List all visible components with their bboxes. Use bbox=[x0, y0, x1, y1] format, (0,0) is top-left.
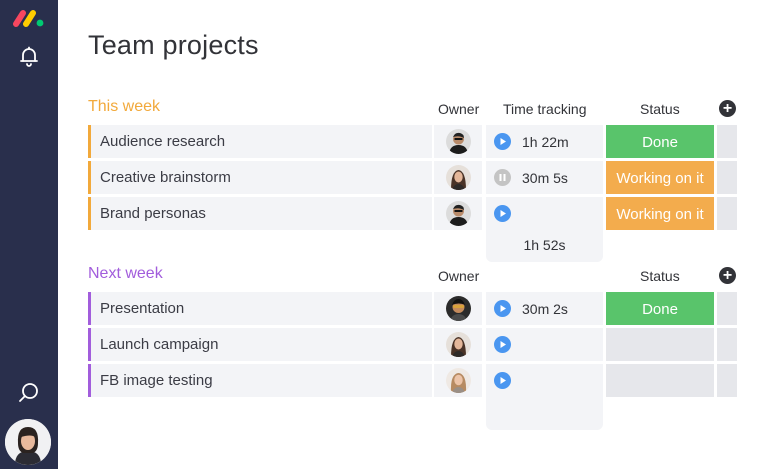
time-tracking-cell[interactable] bbox=[486, 197, 603, 230]
extra-cell[interactable] bbox=[717, 125, 737, 158]
add-column-button[interactable]: + bbox=[719, 100, 736, 117]
status-cell[interactable]: Working on it bbox=[606, 161, 714, 194]
time-tracking-cell[interactable]: 30m 5s bbox=[486, 161, 603, 194]
item-name[interactable]: Brand personas bbox=[88, 197, 432, 230]
owner-cell[interactable] bbox=[434, 328, 482, 361]
status-cell[interactable] bbox=[606, 328, 714, 361]
user-avatar[interactable] bbox=[5, 419, 51, 465]
time-tracking-summary bbox=[486, 397, 603, 430]
column-header-status[interactable]: Status bbox=[640, 268, 680, 284]
extra-cell[interactable] bbox=[717, 364, 737, 397]
page-title: Team projects bbox=[88, 30, 259, 60]
play-icon[interactable] bbox=[494, 372, 511, 389]
owner-cell[interactable] bbox=[434, 161, 482, 194]
status-cell[interactable]: Done bbox=[606, 292, 714, 325]
owner-avatar[interactable] bbox=[446, 368, 471, 393]
time-tracking-cell[interactable]: 30m 2s bbox=[486, 292, 603, 325]
owner-cell[interactable] bbox=[434, 125, 482, 158]
play-icon[interactable] bbox=[494, 300, 511, 317]
owner-avatar[interactable] bbox=[446, 129, 471, 154]
group-title-next-week[interactable]: Next week bbox=[88, 265, 163, 282]
status-cell[interactable]: Working on it bbox=[606, 197, 714, 230]
owner-cell[interactable] bbox=[434, 364, 482, 397]
item-name[interactable]: Audience research bbox=[88, 125, 432, 158]
owner-avatar[interactable] bbox=[446, 201, 471, 226]
column-header-status[interactable]: Status bbox=[640, 101, 680, 117]
time-tracking-summary: 1h 52s bbox=[486, 230, 603, 262]
extra-cell[interactable] bbox=[717, 328, 737, 361]
owner-cell[interactable] bbox=[434, 197, 482, 230]
item-name[interactable]: Presentation bbox=[88, 292, 432, 325]
pause-icon[interactable] bbox=[494, 169, 511, 186]
time-tracking-cell[interactable] bbox=[486, 328, 603, 361]
play-icon[interactable] bbox=[494, 336, 511, 353]
sidebar bbox=[0, 0, 58, 469]
time-tracking-cell[interactable] bbox=[486, 364, 603, 397]
owner-avatar[interactable] bbox=[446, 165, 471, 190]
owner-cell[interactable] bbox=[434, 292, 482, 325]
time-tracking-cell[interactable]: 1h 22m bbox=[486, 125, 603, 158]
status-cell[interactable]: Done bbox=[606, 125, 714, 158]
app-logo-icon[interactable] bbox=[12, 8, 46, 28]
group-title-this-week[interactable]: This week bbox=[88, 98, 161, 115]
bell-icon[interactable] bbox=[17, 44, 41, 68]
status-cell[interactable] bbox=[606, 364, 714, 397]
extra-cell[interactable] bbox=[717, 292, 737, 325]
play-icon[interactable] bbox=[494, 133, 511, 150]
column-header-owner[interactable]: Owner bbox=[438, 101, 480, 117]
owner-avatar[interactable] bbox=[446, 332, 471, 357]
add-column-button[interactable]: + bbox=[719, 267, 736, 284]
time-value: 30m 2s bbox=[522, 301, 568, 317]
item-name[interactable]: Creative brainstorm bbox=[88, 161, 432, 194]
extra-cell[interactable] bbox=[717, 161, 737, 194]
column-header-owner[interactable]: Owner bbox=[438, 268, 480, 284]
time-value: 1h 22m bbox=[522, 134, 569, 150]
extra-cell[interactable] bbox=[717, 197, 737, 230]
item-name[interactable]: FB image testing bbox=[88, 364, 432, 397]
column-header-time-tracking[interactable]: Time tracking bbox=[503, 101, 587, 117]
time-value: 30m 5s bbox=[522, 170, 568, 186]
owner-avatar[interactable] bbox=[446, 296, 471, 321]
play-icon[interactable] bbox=[494, 205, 511, 222]
item-name[interactable]: Launch campaign bbox=[88, 328, 432, 361]
search-icon[interactable] bbox=[17, 381, 41, 405]
